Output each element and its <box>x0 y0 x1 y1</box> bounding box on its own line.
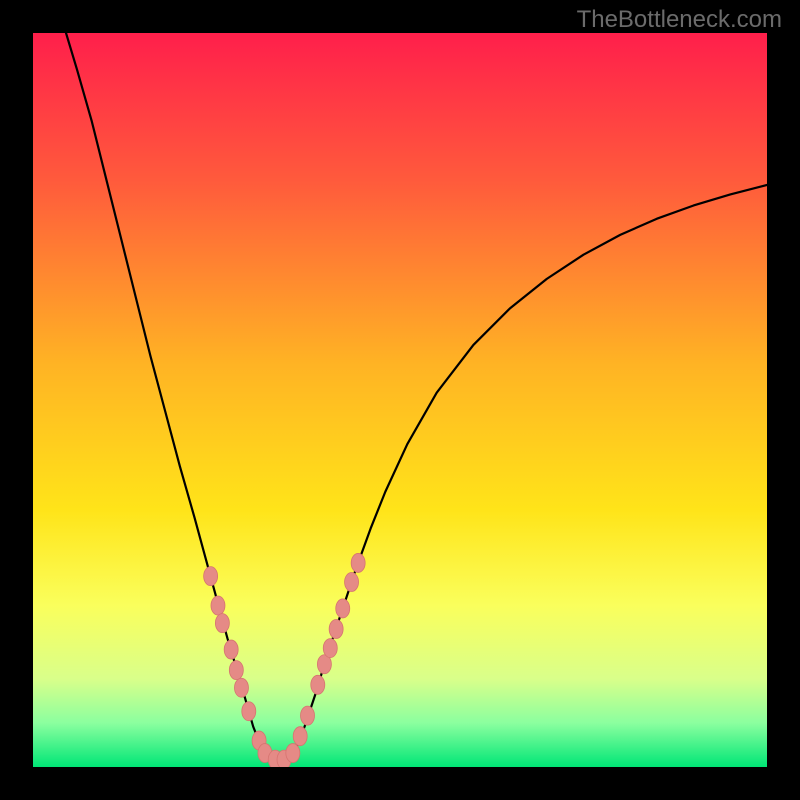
data-marker <box>329 620 343 639</box>
data-marker <box>224 640 238 659</box>
plot-background <box>33 33 767 767</box>
data-marker <box>286 744 300 763</box>
data-marker <box>345 573 359 592</box>
data-marker <box>215 614 229 633</box>
bottleneck-chart <box>0 0 800 800</box>
data-marker <box>301 706 315 725</box>
data-marker <box>351 553 365 572</box>
data-marker <box>229 661 243 680</box>
data-marker <box>336 599 350 618</box>
data-marker <box>242 702 256 721</box>
data-marker <box>311 675 325 694</box>
data-marker <box>211 596 225 615</box>
data-marker <box>323 639 337 658</box>
data-marker <box>204 567 218 586</box>
chart-container: TheBottleneck.com <box>0 0 800 800</box>
data-marker <box>293 727 307 746</box>
data-marker <box>234 678 248 697</box>
